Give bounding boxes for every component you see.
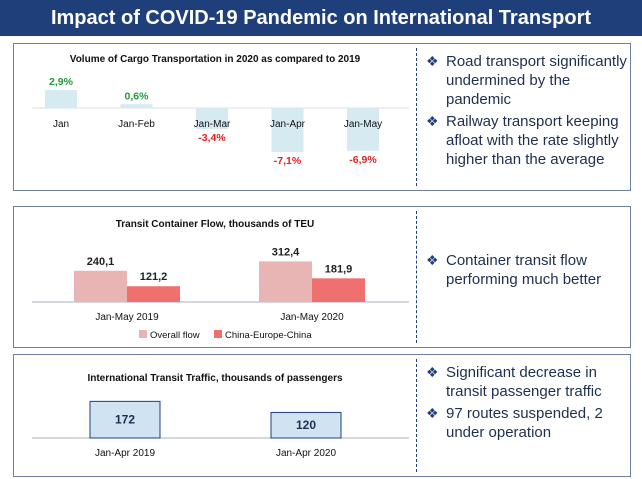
- bullet-item: ❖ Road transport significantly undermined…: [424, 52, 629, 109]
- cargo-bar: [120, 104, 153, 108]
- bullet-text: Railway transport keeping afloat with th…: [446, 113, 619, 168]
- data-label: 172: [115, 413, 135, 427]
- passenger-bar: [89, 400, 161, 439]
- diamond-bullet-icon: ❖: [426, 252, 439, 268]
- container-chart: 240,1 121,2 Jan-May 2019 312,4 181,9 Jan-May …: [32, 246, 409, 341]
- passenger-panel: International Transit Traffic, thousands…: [13, 354, 631, 477]
- data-label: 120: [296, 418, 316, 432]
- category-label: Jan-May 2019: [95, 312, 159, 323]
- data-label: -6,9%: [349, 154, 377, 166]
- data-label: 240,1: [87, 256, 115, 268]
- cargo-bar: [45, 90, 77, 108]
- legend-swatch: [139, 330, 147, 338]
- bullet-item: ❖ Railway transport keeping afloat with t…: [424, 112, 629, 169]
- data-label: 121,2: [140, 271, 168, 283]
- bullet-text: 97 routes suspended, 2 under operation: [446, 405, 603, 441]
- data-label: -3,4%: [198, 132, 226, 144]
- category-label: Jan-Feb: [118, 119, 155, 130]
- passenger-chart-title: International Transit Traffic, thousands…: [87, 373, 343, 384]
- cargo-bar: [347, 108, 379, 151]
- category-label: Jan: [53, 119, 69, 130]
- cargo-panel: Volume of Cargo Transportation in 2020 a…: [13, 43, 631, 191]
- data-label: 0,6%: [125, 90, 150, 102]
- panel-divider: [416, 211, 417, 343]
- cargo-bar: [271, 108, 304, 153]
- cargo-bullets: ❖ Road transport significantly undermined…: [424, 52, 629, 172]
- data-label: -7,1%: [274, 155, 302, 167]
- category-label: Jan-Apr: [270, 119, 306, 130]
- data-label: 312,4: [272, 246, 300, 258]
- passenger-bar: [270, 411, 342, 439]
- container-chart-title: Transit Container Flow, thousands of TEU: [115, 219, 315, 230]
- bullet-text: Road transport significantly undermined …: [446, 53, 627, 108]
- bullet-text: Significant decrease in transit passenge…: [446, 364, 602, 400]
- bullet-item: ❖ Significant decrease in transit passeng…: [424, 363, 629, 401]
- cargo-chart-title: Volume of Cargo Transportation in 2020 a…: [69, 54, 361, 65]
- cargo-chart: Jan 2,9% Jan-Feb 0,6% Jan-Mar -3,4% Jan-Apr -7,…: [32, 76, 409, 167]
- category-label: Jan-Mar: [194, 119, 231, 130]
- category-label: Jan-Apr 2020: [276, 448, 336, 459]
- passenger-chart: 172 Jan-Apr 2019 120 Jan-Apr 2020: [32, 400, 409, 459]
- data-label: 181,9: [325, 263, 353, 275]
- bullet-item: ❖ Container transit flow performing much …: [424, 251, 629, 289]
- container-bar: [259, 261, 312, 302]
- container-panel: Transit Container Flow, thousands of TEU…: [13, 206, 631, 348]
- panel-divider: [416, 359, 417, 472]
- legend-label: Overall flow: [150, 330, 200, 341]
- page-title: Impact of COVID-19 Pandemic on Internati…: [0, 0, 642, 36]
- container-bar: [74, 270, 127, 302]
- cargo-bar: [196, 108, 228, 130]
- data-label: 2,9%: [49, 76, 74, 88]
- category-label: Jan-May: [344, 119, 382, 130]
- bullet-item: ❖ 97 routes suspended, 2 under operation: [424, 404, 629, 442]
- legend-swatch: [214, 330, 222, 338]
- container-bar: [312, 278, 365, 302]
- legend-label: China-Europe-China: [225, 330, 312, 341]
- category-label: Jan-May 2020: [280, 312, 344, 323]
- diamond-bullet-icon: ❖: [426, 364, 439, 380]
- category-label: Jan-Apr 2019: [95, 448, 155, 459]
- diamond-bullet-icon: ❖: [426, 405, 439, 421]
- diamond-bullet-icon: ❖: [426, 53, 439, 69]
- passenger-bullets: ❖ Significant decrease in transit passeng…: [424, 363, 629, 445]
- container-bar: [127, 286, 180, 302]
- panel-divider: [416, 48, 417, 186]
- diamond-bullet-icon: ❖: [426, 113, 439, 129]
- container-bullets: ❖ Container transit flow performing much …: [424, 251, 629, 292]
- bullet-text: Container transit flow performing much b…: [446, 252, 602, 288]
